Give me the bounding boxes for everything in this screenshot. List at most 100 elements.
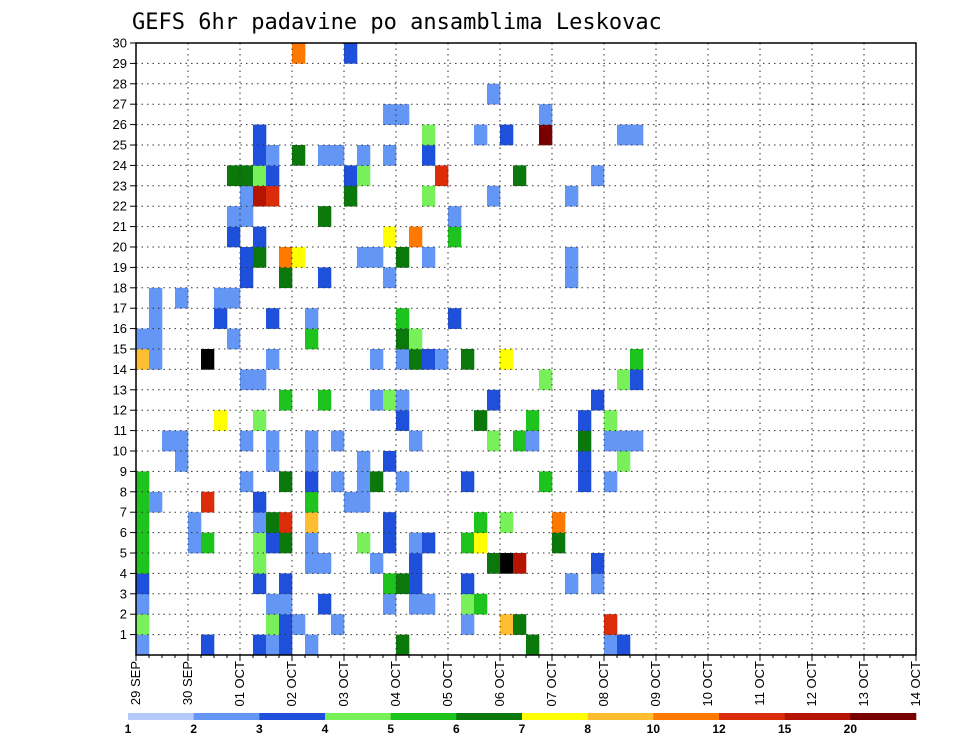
heatmap-cell: [396, 410, 410, 431]
heatmap-cell: [240, 206, 254, 227]
heatmap-cell: [266, 430, 280, 452]
heatmap-cell: [266, 451, 280, 472]
heatmap-cell: [253, 124, 267, 146]
heatmap-cell: [344, 165, 358, 187]
heatmap-cell: [188, 512, 202, 533]
heatmap-cell: [383, 104, 397, 125]
heatmap-cell: [279, 573, 293, 595]
heatmap-cell: [136, 532, 150, 554]
y-tick-label: 22: [113, 199, 127, 214]
heatmap-cell: [266, 349, 280, 370]
heatmap-cell: [539, 124, 553, 146]
heatmap-cell: [396, 104, 410, 125]
heatmap-cell: [474, 532, 488, 554]
heatmap-cell: [396, 308, 410, 329]
heatmap-cell: [422, 349, 436, 370]
colorbar-label: 3: [256, 722, 263, 736]
heatmap-cell: [279, 512, 293, 533]
heatmap-cell: [240, 185, 254, 207]
y-tick-label: 21: [113, 219, 127, 234]
heatmap-cell: [149, 287, 163, 309]
colorbar-swatch: [128, 713, 194, 720]
heatmap-cell: [240, 247, 254, 268]
heatmap-cell: [630, 369, 644, 391]
colorbar-label: 6: [453, 722, 460, 736]
x-tick-label: 01 OCT: [232, 661, 247, 707]
heatmap-cell: [240, 267, 254, 289]
colorbar-swatch: [522, 713, 588, 720]
heatmap-cell: [513, 614, 527, 635]
heatmap-cell: [383, 593, 397, 615]
y-tick-label: 17: [113, 301, 127, 316]
heatmap-cell: [201, 532, 215, 554]
heatmap-cell: [279, 634, 293, 656]
heatmap-cell: [500, 512, 514, 533]
heatmap-cell: [305, 308, 319, 329]
y-tick-label: 19: [113, 260, 127, 275]
heatmap-cell: [227, 165, 241, 187]
heatmap-cell: [357, 165, 371, 187]
heatmap-cell: [370, 247, 384, 268]
heatmap-cell: [370, 553, 384, 574]
heatmap-cell: [253, 165, 267, 187]
x-tick-label: 11 OCT: [752, 661, 767, 706]
heatmap-cell: [253, 369, 267, 391]
heatmap-cell: [409, 430, 423, 452]
colorbar-label: 10: [647, 722, 661, 736]
colorbar-label: 4: [322, 722, 329, 736]
heatmap-cell: [539, 471, 553, 493]
heatmap-cell: [487, 553, 501, 574]
y-tick-label: 9: [120, 464, 127, 479]
heatmap-cell: [344, 43, 358, 64]
heatmap-cell: [227, 206, 241, 227]
heatmap-cell: [253, 634, 267, 656]
heatmap-cell: [305, 471, 319, 493]
heatmap-cell: [136, 328, 150, 350]
heatmap-cell: [383, 451, 397, 472]
y-tick-label: 30: [113, 36, 127, 51]
heatmap-cell: [253, 247, 267, 268]
heatmap-cell: [253, 532, 267, 554]
heatmap-cell: [136, 573, 150, 595]
heatmap-cell: [136, 491, 150, 513]
heatmap-cell: [136, 614, 150, 635]
heatmap-cell: [357, 247, 371, 268]
heatmap-cell: [253, 226, 267, 248]
heatmap-cell: [318, 267, 332, 289]
colorbar-swatch: [850, 713, 917, 720]
heatmap-cell: [305, 553, 319, 574]
x-tick-label: 08 OCT: [596, 661, 611, 707]
heatmap-cell: [266, 593, 280, 615]
heatmap-cell: [357, 145, 371, 166]
heatmap-cell: [630, 124, 644, 146]
heatmap-cell: [461, 614, 475, 635]
heatmap-cell: [617, 634, 631, 656]
heatmap-cell: [370, 389, 384, 411]
heatmap-cell: [461, 349, 475, 370]
heatmap-cell: [188, 532, 202, 554]
heatmap-cell: [266, 512, 280, 533]
heatmap-cell: [448, 206, 462, 227]
heatmap-cell: [448, 226, 462, 248]
y-tick-label: 24: [113, 158, 127, 173]
heatmap-cell: [604, 410, 618, 431]
colorbar-swatch: [719, 713, 785, 720]
heatmap-cell: [474, 512, 488, 533]
x-tick-label: 14 OCT: [908, 661, 923, 707]
heatmap-cell: [565, 267, 579, 289]
heatmap-cell: [136, 593, 150, 615]
heatmap-cell: [578, 451, 592, 472]
heatmap-cell: [279, 532, 293, 554]
heatmap-cell: [565, 185, 579, 207]
colorbar-swatch: [259, 713, 326, 720]
heatmap-cell: [617, 430, 631, 452]
heatmap-cell: [136, 349, 150, 370]
heatmap-cell: [383, 532, 397, 554]
y-tick-label: 16: [113, 321, 127, 336]
heatmap-cell: [552, 532, 566, 554]
y-tick-label: 4: [120, 566, 127, 581]
heatmap-cell: [253, 491, 267, 513]
heatmap-cell: [409, 328, 423, 350]
heatmap-cell: [162, 430, 176, 452]
heatmap-cell: [474, 593, 488, 615]
